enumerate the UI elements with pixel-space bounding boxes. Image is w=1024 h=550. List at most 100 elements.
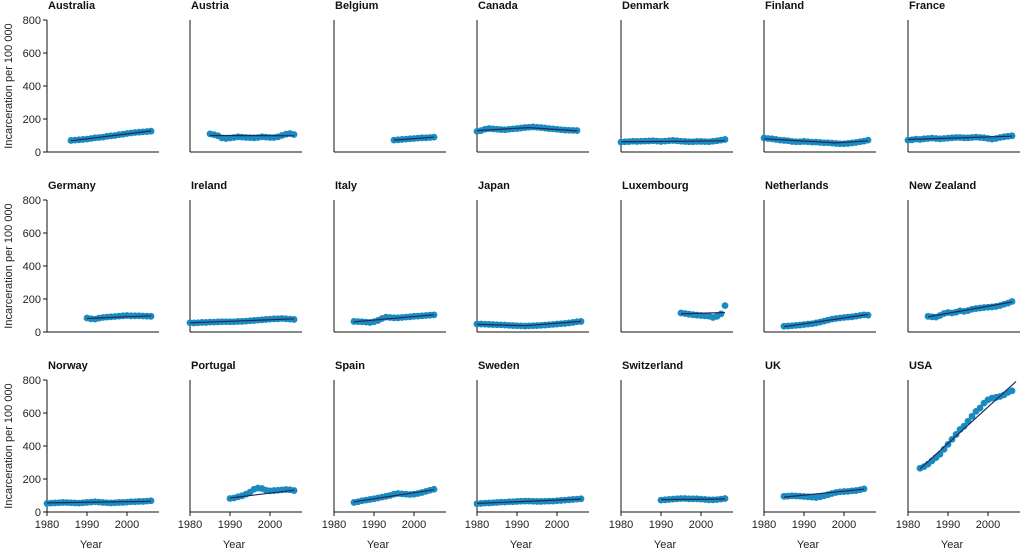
- x-axis-label: Year: [223, 539, 246, 550]
- trend-line-australia: [70, 130, 152, 142]
- x-tick-label: 1980: [35, 519, 59, 531]
- panel-title-luxembourg: Luxembourg: [622, 180, 689, 192]
- panel-title-netherlands: Netherlands: [765, 180, 829, 192]
- y-tick-label: 800: [23, 375, 41, 387]
- x-axis-label: Year: [80, 539, 103, 550]
- panel-title-portugal: Portugal: [191, 360, 236, 372]
- data-point-austria: [290, 131, 298, 138]
- data-point-france: [1008, 132, 1016, 140]
- x-tick-label: 1990: [75, 519, 99, 531]
- trend-line-sweden: [476, 498, 582, 504]
- panel-title-sweden: Sweden: [478, 360, 520, 372]
- panel-title-germany: Germany: [48, 180, 97, 192]
- x-tick-label: 1980: [896, 519, 920, 531]
- x-axis-label: Year: [797, 539, 820, 550]
- y-tick-label: 400: [23, 441, 41, 453]
- y-tick-label: 600: [23, 48, 41, 60]
- panel-title-ireland: Ireland: [191, 180, 227, 192]
- x-axis-label: Year: [367, 539, 390, 550]
- panel-title-norway: Norway: [48, 360, 89, 372]
- y-tick-label: 400: [23, 261, 41, 273]
- data-point-new-zealand: [1008, 298, 1016, 305]
- trend-line-germany: [86, 315, 152, 320]
- trend-line-new-zealand: [927, 301, 1013, 318]
- trend-line-uk: [783, 488, 865, 498]
- y-axis-label: Incarceration per 100 000: [3, 383, 15, 508]
- data-point-netherlands: [864, 311, 872, 319]
- y-tick-label: 0: [35, 507, 41, 519]
- y-axis-label: Incarceration per 100 000: [3, 23, 15, 148]
- panel-title-austria: Austria: [191, 0, 230, 12]
- panel-title-japan: Japan: [478, 180, 510, 192]
- data-point-denmark: [721, 136, 729, 143]
- trend-line-italy: [353, 314, 435, 323]
- panel-title-belgium: Belgium: [335, 0, 379, 12]
- x-tick-label: 2000: [402, 519, 426, 531]
- panel-title-denmark: Denmark: [622, 0, 670, 12]
- x-tick-label: 1990: [362, 519, 386, 531]
- x-tick-label: 1980: [178, 519, 202, 531]
- data-point-finland: [864, 136, 872, 144]
- data-point-luxembourg: [717, 310, 725, 318]
- panel-title-usa: USA: [909, 360, 932, 372]
- panel-title-spain: Spain: [335, 360, 365, 372]
- x-axis-label: Year: [510, 539, 533, 550]
- y-tick-label: 600: [23, 408, 41, 420]
- trend-line-switzerland: [660, 498, 726, 501]
- x-tick-label: 1980: [609, 519, 633, 531]
- x-tick-label: 1980: [465, 519, 489, 531]
- y-tick-label: 800: [23, 15, 41, 27]
- data-point-ireland: [290, 316, 298, 323]
- y-tick-label: 0: [35, 327, 41, 339]
- panel-title-uk: UK: [765, 360, 781, 372]
- trend-line-denmark: [620, 140, 726, 143]
- y-tick-label: 200: [23, 474, 41, 486]
- panel-title-switzerland: Switzerland: [622, 360, 683, 372]
- x-tick-label: 1990: [649, 519, 673, 531]
- data-point-usa: [952, 431, 960, 438]
- panel-title-finland: Finland: [765, 0, 804, 12]
- x-tick-label: 2000: [976, 519, 1000, 531]
- data-point-spain: [430, 485, 438, 493]
- trend-line-belgium: [393, 136, 435, 141]
- x-tick-label: 2000: [689, 519, 713, 531]
- data-point-luxembourg: [721, 302, 729, 309]
- data-point-belgium: [430, 133, 438, 141]
- trend-line-canada: [476, 126, 578, 132]
- x-tick-label: 2000: [115, 519, 139, 531]
- y-tick-label: 600: [23, 228, 41, 240]
- data-point-uk: [860, 485, 868, 493]
- data-point-usa: [944, 440, 952, 448]
- panel-title-france: France: [909, 0, 945, 12]
- trend-line-norway: [46, 500, 152, 504]
- x-axis-label: Year: [941, 539, 964, 550]
- x-tick-label: 1990: [218, 519, 242, 531]
- trend-line-netherlands: [783, 313, 869, 328]
- y-tick-label: 200: [23, 114, 41, 126]
- trend-line-france: [907, 135, 1013, 141]
- x-tick-label: 1990: [792, 519, 816, 531]
- trend-line-spain: [353, 489, 435, 503]
- y-tick-label: 200: [23, 294, 41, 306]
- data-point-usa: [940, 445, 948, 453]
- data-point-switzerland: [721, 495, 729, 502]
- x-tick-label: 1980: [752, 519, 776, 531]
- trend-line-portugal: [229, 489, 295, 499]
- y-tick-label: 0: [35, 147, 41, 159]
- y-axis-label: Incarceration per 100 000: [3, 203, 15, 328]
- data-point-norway: [147, 497, 155, 505]
- x-tick-label: 2000: [258, 519, 282, 531]
- trend-line-ireland: [189, 318, 295, 324]
- x-axis-label: Year: [654, 539, 677, 550]
- panel-title-new-zealand: New Zealand: [909, 180, 976, 192]
- data-point-usa: [968, 412, 976, 420]
- data-point-sweden: [577, 495, 585, 503]
- x-tick-label: 2000: [832, 519, 856, 531]
- x-tick-label: 2000: [545, 519, 569, 531]
- trend-line-usa: [919, 381, 1017, 470]
- trend-line-finland: [763, 138, 869, 144]
- data-point-usa: [1008, 387, 1016, 395]
- trend-line-japan: [476, 320, 582, 327]
